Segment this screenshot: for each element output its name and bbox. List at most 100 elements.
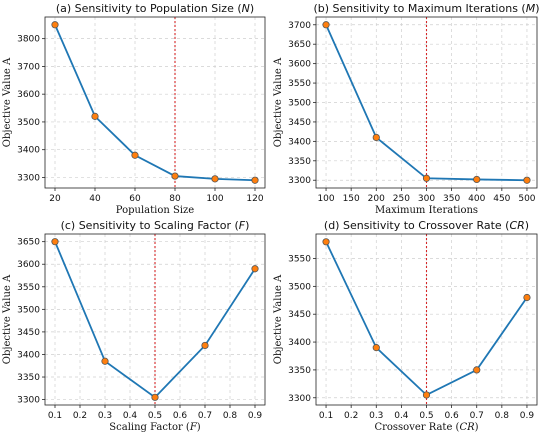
- x-tick-label: 0.9: [248, 411, 263, 421]
- y-axis-label: Objective Value A: [273, 274, 284, 364]
- y-tick-label: 3450: [288, 118, 311, 128]
- x-tick-label: 100: [317, 194, 334, 204]
- y-tick-label: 3700: [288, 21, 311, 31]
- x-tick-label: 80: [169, 194, 181, 204]
- data-point: [201, 341, 209, 350]
- x-tick-label: 0.5: [419, 411, 433, 421]
- chart-title: (d) Sensitivity to Crossover Rate (CR): [324, 219, 529, 232]
- x-tick-label: 0.2: [73, 411, 87, 421]
- data-point: [101, 357, 109, 365]
- y-tick-label: 3600: [288, 60, 311, 70]
- y-tick-label: 3400: [288, 338, 311, 348]
- y-tick-label: 3450: [17, 328, 40, 338]
- x-tick-label: 0.2: [344, 411, 358, 421]
- x-tick-label: 0.5: [148, 411, 162, 421]
- x-tick-label: 0.7: [470, 411, 484, 421]
- x-tick-label: 0.1: [48, 411, 62, 421]
- y-tick-label: 3300: [288, 176, 311, 186]
- x-tick-label: 40: [89, 194, 101, 204]
- data-point: [91, 112, 99, 120]
- y-axis-label: Objective Value A: [273, 57, 284, 147]
- data-point: [211, 175, 219, 183]
- y-tick-label: 3700: [17, 62, 40, 72]
- x-tick-label: 120: [246, 194, 263, 204]
- data-point: [372, 344, 380, 352]
- plot-frame: [44, 16, 266, 189]
- y-tick-label: 3450: [288, 310, 311, 320]
- y-tick-label: 3600: [17, 260, 40, 270]
- data-point: [372, 133, 380, 142]
- x-tick-label: 0.4: [123, 411, 138, 421]
- y-tick-label: 3400: [288, 137, 311, 147]
- x-tick-label: 300: [418, 194, 435, 204]
- chart-title: (b) Sensitivity to Maximum Iterations (M…: [313, 2, 539, 15]
- x-axis-label: Population Size: [116, 205, 195, 216]
- x-tick-label: 0.8: [223, 411, 238, 421]
- y-tick-label: 3350: [288, 157, 311, 167]
- x-tick-label: 0.7: [198, 411, 212, 421]
- y-tick-label: 3400: [17, 146, 40, 156]
- x-tick-label: 400: [468, 194, 485, 204]
- y-tick-label: 3300: [17, 396, 40, 406]
- x-axis-label: Maximum Iterations: [375, 205, 478, 216]
- y-tick-label: 3550: [288, 255, 311, 265]
- data-point: [131, 151, 139, 159]
- x-tick-label: 250: [393, 194, 410, 204]
- x-tick-label: 150: [343, 194, 360, 204]
- y-tick-label: 3300: [17, 173, 40, 183]
- data-point: [422, 391, 431, 399]
- y-axis-label: Objective Value A: [2, 57, 13, 147]
- y-tick-label: 3500: [17, 118, 40, 128]
- chart-title: (c) Sensitivity to Scaling Factor (F): [61, 219, 250, 232]
- chart-title: (a) Sensitivity to Population Size (N): [56, 2, 254, 15]
- chart-panel-2: 100 150 200 250 300 350 400 450 500 3300 3350 3400 3…: [273, 2, 540, 216]
- x-axis-label: Crossover Rate (CR): [374, 422, 478, 433]
- x-tick-label: 0.9: [520, 411, 535, 421]
- x-tick-label: 0.6: [173, 411, 188, 421]
- y-tick-label: 3500: [288, 99, 311, 109]
- y-tick-label: 3400: [17, 350, 40, 360]
- data-point: [473, 366, 481, 374]
- x-tick-label: 200: [368, 194, 385, 204]
- y-tick-label: 3300: [288, 394, 311, 404]
- y-tick-label: 3500: [17, 305, 40, 315]
- chart-panel-1: 20 40 60 80 100 120 3300 3400 3500 3600 3700 3800 (a…: [2, 2, 266, 216]
- y-tick-label: 3800: [17, 35, 40, 45]
- x-tick-label: 0.8: [495, 411, 510, 421]
- y-tick-label: 3500: [288, 282, 311, 292]
- data-point: [523, 293, 531, 302]
- y-tick-label: 3600: [17, 90, 40, 100]
- x-tick-label: 20: [49, 194, 61, 204]
- series-line: [54, 24, 256, 182]
- data-point: [51, 238, 59, 246]
- x-tick-label: 350: [443, 194, 460, 204]
- y-axis-label: Objective Value A: [2, 274, 13, 364]
- data-point: [251, 176, 259, 184]
- data-point: [171, 172, 179, 180]
- x-tick-label: 0.3: [98, 411, 112, 421]
- x-axis-label: Scaling Factor (F): [109, 422, 201, 433]
- x-tick-label: 450: [493, 194, 510, 204]
- y-tick-label: 3650: [288, 40, 311, 50]
- x-tick-label: 0.6: [444, 411, 459, 421]
- x-tick-label: 500: [518, 194, 535, 204]
- x-tick-label: 0.3: [369, 411, 383, 421]
- data-point: [151, 393, 159, 401]
- chart-panel-3: 0.1 0.2 0.3 0.4 0.5 0.6 0.7 0.8 0.9 3300 3350 3400 3…: [2, 219, 266, 433]
- y-tick-label: 3350: [17, 373, 40, 383]
- data-point: [322, 21, 330, 29]
- y-tick-label: 3550: [288, 79, 311, 89]
- x-tick-label: 0.4: [394, 411, 409, 421]
- data-point: [523, 176, 531, 184]
- data-point: [51, 21, 59, 29]
- y-tick-label: 3350: [288, 366, 311, 376]
- chart-panel-4: 0.1 0.2 0.3 0.4 0.5 0.6 0.7 0.8 0.9 3300 3350 3400 3…: [273, 219, 538, 433]
- data-point: [322, 238, 330, 246]
- y-tick-label: 3650: [17, 238, 40, 248]
- x-tick-label: 60: [129, 194, 141, 204]
- x-tick-label: 100: [206, 194, 223, 204]
- y-tick-label: 3550: [17, 283, 40, 293]
- data-point: [251, 265, 259, 273]
- x-tick-label: 0.1: [319, 411, 333, 421]
